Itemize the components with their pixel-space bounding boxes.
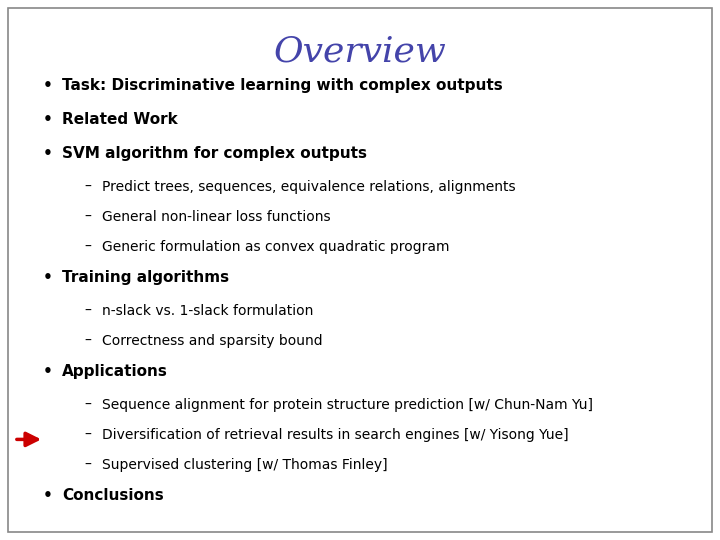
Text: Task: Discriminative learning with complex outputs: Task: Discriminative learning with compl… <box>62 78 503 93</box>
Text: •: • <box>43 78 53 93</box>
Text: Diversification of retrieval results in search engines [w/ Yisong Yue]: Diversification of retrieval results in … <box>102 428 569 442</box>
Text: –: – <box>84 458 91 472</box>
Text: Related Work: Related Work <box>62 112 178 127</box>
Text: –: – <box>84 398 91 412</box>
Text: General non-linear loss functions: General non-linear loss functions <box>102 210 330 224</box>
Text: –: – <box>84 180 91 194</box>
Text: n-slack vs. 1-slack formulation: n-slack vs. 1-slack formulation <box>102 304 313 318</box>
Text: •: • <box>43 364 53 379</box>
Text: •: • <box>43 146 53 161</box>
Text: Training algorithms: Training algorithms <box>62 270 229 285</box>
Text: –: – <box>84 210 91 224</box>
Text: Sequence alignment for protein structure prediction [w/ Chun-Nam Yu]: Sequence alignment for protein structure… <box>102 398 593 412</box>
Text: Supervised clustering [w/ Thomas Finley]: Supervised clustering [w/ Thomas Finley] <box>102 458 387 472</box>
Text: •: • <box>43 488 53 503</box>
Text: –: – <box>84 334 91 348</box>
Text: Correctness and sparsity bound: Correctness and sparsity bound <box>102 334 323 348</box>
Text: Conclusions: Conclusions <box>62 488 163 503</box>
Text: –: – <box>84 428 91 442</box>
Text: –: – <box>84 240 91 254</box>
Text: •: • <box>43 270 53 285</box>
Text: Generic formulation as convex quadratic program: Generic formulation as convex quadratic … <box>102 240 449 254</box>
Text: Predict trees, sequences, equivalence relations, alignments: Predict trees, sequences, equivalence re… <box>102 180 516 194</box>
Text: Applications: Applications <box>62 364 168 379</box>
Text: –: – <box>84 304 91 318</box>
Text: SVM algorithm for complex outputs: SVM algorithm for complex outputs <box>62 146 367 161</box>
Text: •: • <box>43 112 53 127</box>
Text: Overview: Overview <box>274 35 446 69</box>
